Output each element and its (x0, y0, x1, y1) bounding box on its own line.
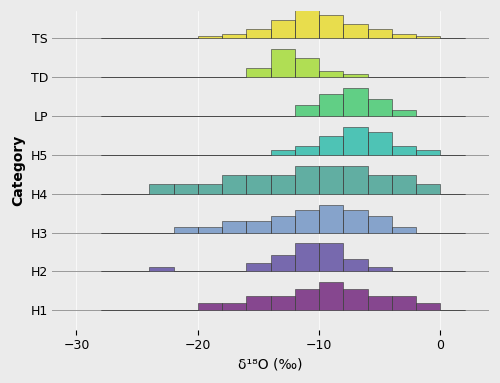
Polygon shape (100, 49, 464, 77)
X-axis label: δ¹⁸O (‰): δ¹⁸O (‰) (238, 358, 303, 372)
Polygon shape (100, 127, 464, 155)
Polygon shape (100, 243, 464, 271)
Polygon shape (100, 205, 464, 232)
Polygon shape (100, 10, 464, 38)
Polygon shape (100, 88, 464, 116)
Y-axis label: Category: Category (11, 135, 25, 206)
Polygon shape (100, 282, 464, 310)
Polygon shape (100, 166, 464, 194)
